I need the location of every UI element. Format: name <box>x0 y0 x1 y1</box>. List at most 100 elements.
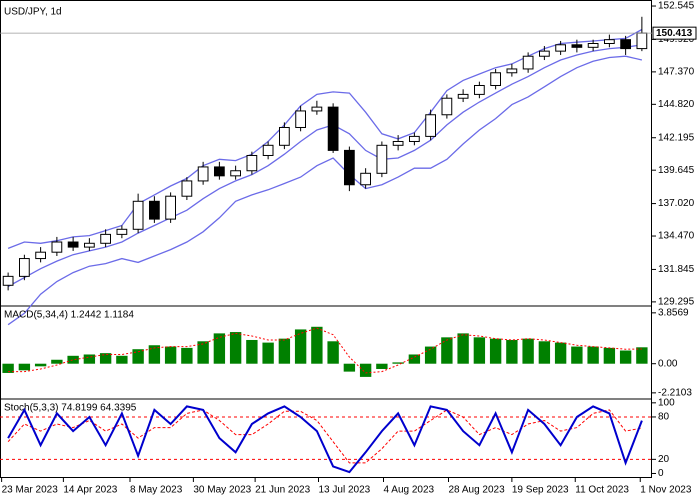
y-tick-label: 100 <box>658 397 675 408</box>
candle-body <box>84 242 95 248</box>
candle-body <box>571 44 583 48</box>
macd-bar <box>603 347 616 364</box>
candle-body <box>425 114 436 137</box>
macd-bar <box>327 341 339 364</box>
macd-bar <box>67 355 79 364</box>
y-tick-label: 0 <box>658 468 664 479</box>
macd-bar <box>587 346 599 364</box>
x-tick-label: 1 Nov 2023 <box>640 485 692 496</box>
macd-bar <box>392 362 404 364</box>
candle-body <box>165 195 176 220</box>
candle-body <box>51 241 63 253</box>
macd-bar <box>2 363 14 373</box>
macd-bar <box>359 363 372 377</box>
candle-body <box>392 140 404 146</box>
candle-body <box>246 154 258 172</box>
candle-body <box>490 72 501 86</box>
macd-bar <box>506 339 518 364</box>
macd-bar <box>229 332 242 364</box>
macd-bar <box>619 350 632 364</box>
indicator-label: Stoch(5,3,3) 74.8199 64.3395 <box>4 403 137 414</box>
x-tick-label: 8 May 2023 <box>130 485 183 496</box>
macd-bar <box>132 349 144 364</box>
candle-body <box>636 32 648 50</box>
candle-body <box>604 39 615 45</box>
candle-body <box>441 97 453 116</box>
macd-bar <box>262 342 274 364</box>
y-tick-label: -2.2103 <box>658 388 692 399</box>
macd-bar <box>246 339 258 364</box>
macd-bar <box>18 363 31 371</box>
macd-bar <box>148 345 161 364</box>
x-tick-label: 28 Aug 2023 <box>449 485 506 496</box>
macd-bar <box>473 337 486 364</box>
y-tick-label: 147.370 <box>658 67 695 78</box>
candle-body <box>100 233 111 244</box>
candle-body <box>522 55 534 70</box>
candle-body <box>2 275 14 286</box>
candle-body <box>344 149 355 186</box>
candle-body <box>457 93 469 99</box>
candle-body <box>376 144 388 174</box>
candle-body <box>116 228 128 235</box>
x-tick-label: 11 Oct 2023 <box>575 485 629 496</box>
y-tick-label: 137.020 <box>658 198 695 209</box>
macd-bar <box>278 338 291 364</box>
y-tick-label: 152.545 <box>658 1 695 12</box>
stoch-signal <box>7 409 642 464</box>
candle-body <box>149 200 160 220</box>
candle-body <box>311 106 323 112</box>
macd-bar <box>538 341 551 364</box>
macd-bar <box>181 347 193 364</box>
macd-bar <box>636 347 648 364</box>
y-tick-label: 3.8569 <box>658 307 689 318</box>
candle-body <box>555 44 566 52</box>
x-tick-label: 14 Apr 2023 <box>63 485 117 496</box>
y-tick-label: 131.845 <box>658 264 695 275</box>
x-tick-label: 4 Aug 2023 <box>384 485 435 496</box>
chart-title: USD/JPY, 1d <box>4 7 62 18</box>
candle-body <box>262 144 274 156</box>
indicator-label: MACD(5,34,4) 1.2442 1.1184 <box>4 310 134 321</box>
stoch-main <box>7 405 643 474</box>
macd-bar <box>99 353 112 364</box>
macd-bar <box>197 341 209 364</box>
x-tick-label: 30 May 2023 <box>193 485 251 496</box>
candle-body <box>132 200 144 230</box>
macd-bar <box>164 346 177 364</box>
candle-body <box>620 39 631 50</box>
y-tick-label: 20 <box>658 454 670 465</box>
last-price-tag <box>652 26 697 40</box>
macd-bar <box>51 359 63 364</box>
macd-bar <box>311 326 323 364</box>
frame <box>0 0 652 478</box>
candle-body <box>181 180 193 197</box>
candle-body <box>67 241 79 248</box>
y-tick-label: 0.00 <box>658 358 678 369</box>
band-middle <box>7 44 642 288</box>
macd-bar <box>424 346 437 364</box>
x-tick-label: 23 Mar 2023 <box>2 485 59 496</box>
candle-body <box>35 251 46 260</box>
candle-body <box>214 166 225 177</box>
x-tick-label: 19 Sep 2023 <box>512 485 569 496</box>
candle-body <box>474 84 485 95</box>
y-tick-label: 134.470 <box>658 231 695 242</box>
macd-bar <box>83 354 96 364</box>
macd-bar <box>376 363 388 369</box>
macd-bar <box>571 346 583 364</box>
macd-signal <box>8 327 642 374</box>
candle-body <box>230 170 241 177</box>
candle-body <box>279 126 290 146</box>
macd-bar <box>522 338 534 364</box>
y-tick-label: 142.195 <box>658 132 695 143</box>
x-tick-label: 13 Jul 2023 <box>319 485 371 496</box>
macd-bar <box>116 355 128 364</box>
macd-bar <box>441 337 453 364</box>
macd-bar <box>554 342 567 364</box>
candle-body <box>197 166 209 182</box>
macd-bar <box>457 333 469 364</box>
x-tick-label: 21 Jun 2023 <box>255 485 310 496</box>
macd-bar <box>489 338 502 364</box>
